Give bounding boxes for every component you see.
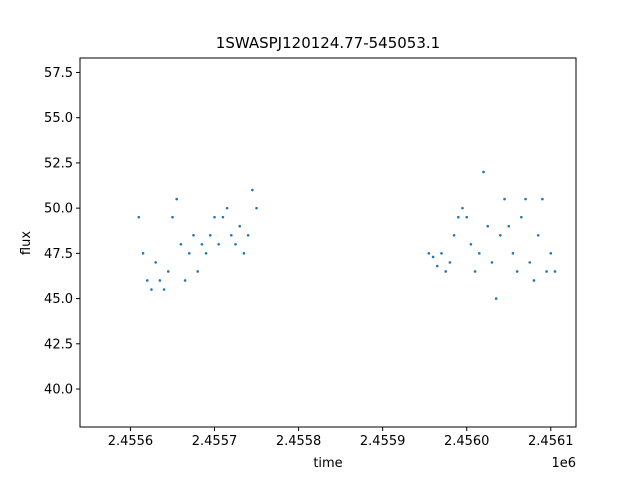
data-point (511, 252, 515, 255)
data-point (440, 252, 443, 255)
plot-frame (79, 57, 577, 428)
data-point (528, 261, 532, 264)
data-point (200, 243, 204, 246)
data-point (494, 297, 498, 300)
data-point (225, 206, 229, 210)
data-point (150, 288, 153, 291)
data-point (196, 270, 199, 273)
y-tick-label: 52.5 (44, 156, 73, 171)
y-tick-label: 50.0 (44, 202, 73, 217)
data-point (179, 243, 183, 246)
data-point (541, 197, 544, 201)
data-point (427, 252, 431, 255)
data-point (141, 252, 145, 255)
data-point (515, 270, 519, 273)
y-tick-label: 40.0 (44, 383, 73, 398)
x-tick-label: 2.4556 (108, 434, 154, 449)
data-point (478, 252, 481, 255)
x-axis-offset-label: 1e6 (551, 456, 576, 471)
data-point (461, 206, 464, 210)
data-point (213, 215, 216, 219)
x-tick-label: 2.4561 (528, 434, 574, 449)
data-point (234, 243, 237, 246)
data-point (242, 252, 246, 255)
data-point (183, 279, 187, 282)
data-point (520, 215, 523, 219)
data-point (507, 224, 511, 228)
x-tick-label: 2.4557 (192, 434, 238, 449)
y-axis-label: flux (19, 231, 34, 255)
data-point (448, 261, 452, 264)
data-point (154, 261, 157, 264)
data-point (171, 215, 174, 219)
data-point (137, 215, 141, 219)
data-point (486, 224, 490, 228)
x-tick-label: 2.4558 (276, 434, 322, 449)
data-point (145, 279, 149, 282)
data-point (221, 215, 225, 219)
data-point (545, 270, 548, 273)
data-point (444, 270, 447, 273)
data-point (246, 233, 250, 237)
data-point (469, 243, 473, 246)
x-axis-ticks: 2.4556 2.4557 2.4558 2.4559 2.4560 2.4561 (108, 427, 574, 449)
x-tick-label: 2.4559 (360, 434, 406, 449)
data-point (452, 233, 456, 237)
data-point (175, 197, 178, 201)
y-tick-label: 57.5 (44, 66, 73, 81)
y-tick-label: 45.0 (44, 292, 73, 307)
data-point (465, 215, 469, 219)
y-tick-label: 42.5 (44, 337, 73, 352)
y-tick-label: 55.0 (44, 111, 73, 126)
data-point (524, 197, 527, 201)
data-point (435, 264, 439, 268)
chart-title: 1SWASPJ120124.77-545053.1 (216, 34, 440, 52)
data-point (192, 233, 195, 237)
x-axis-label: time (313, 456, 342, 471)
data-point (490, 261, 494, 264)
data-point (238, 224, 242, 228)
data-point (158, 279, 162, 282)
x-tick-label: 2.4560 (444, 434, 490, 449)
data-point (187, 252, 191, 255)
data-point (532, 279, 536, 282)
data-point (457, 215, 460, 219)
data-point (230, 233, 233, 237)
data-point (251, 188, 254, 192)
data-point (553, 270, 557, 273)
y-tick-label: 47.5 (44, 247, 73, 262)
data-point (209, 233, 212, 237)
y-axis-ticks: 40.0 42.5 45.0 47.5 50.0 52.5 55.0 57.5 (44, 66, 80, 398)
data-point (499, 233, 502, 237)
scatter-points (137, 170, 557, 300)
data-point (431, 255, 435, 259)
data-point (473, 270, 477, 273)
data-point (166, 270, 170, 273)
data-point (536, 233, 540, 237)
data-point (482, 170, 485, 174)
data-point (503, 197, 506, 201)
data-point (217, 243, 221, 246)
data-point (204, 252, 208, 255)
data-point (162, 288, 166, 291)
data-point (549, 252, 553, 255)
data-point (255, 206, 258, 210)
